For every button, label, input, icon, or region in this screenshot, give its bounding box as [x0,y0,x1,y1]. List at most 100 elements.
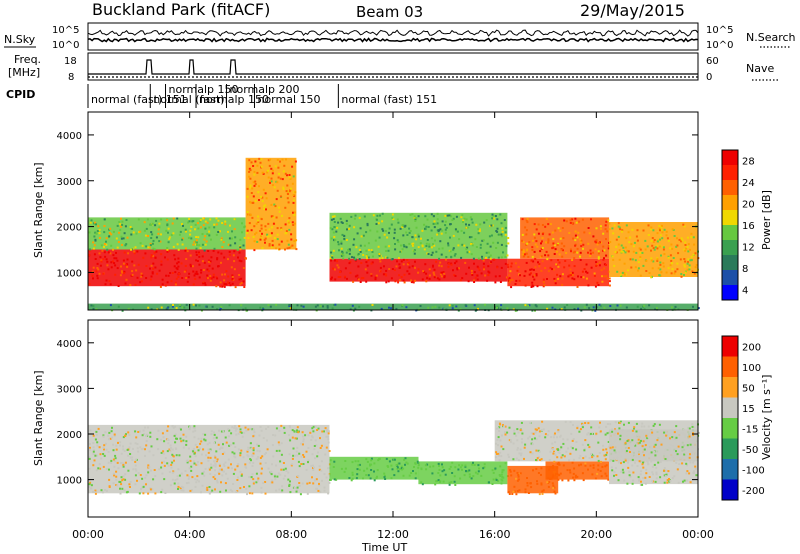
echo-cell [238,259,241,262]
echo-cell [353,256,355,259]
echo-cell [258,185,260,188]
echo-cell [123,463,126,466]
echo-cell [163,440,166,443]
echo-cell [201,233,204,236]
echo-cell [613,474,615,477]
power-colorbar-label: Power [dB] [760,190,773,250]
echo-cell [569,219,572,222]
echo-cell [150,237,153,239]
echo-cell [192,243,195,246]
echo-cell [274,434,277,437]
echo-cell [240,474,243,477]
x-tick-label: 20:00 [580,528,612,541]
echo-cell [557,227,560,230]
echo-cell [250,161,253,164]
echo-cell [121,479,124,482]
echo-cell [185,303,188,306]
echo-cell [559,237,562,240]
echo-cell [596,263,599,265]
echo-cell [633,435,636,438]
echo-cell [175,267,178,270]
echo-cell [443,469,446,472]
echo-cell [288,453,291,456]
echo-cell [421,278,424,281]
echo-cell [299,493,302,496]
echo-cell [394,280,397,283]
echo-cell [683,479,686,482]
echo-cell [253,431,256,434]
echo-cell [383,233,386,236]
echo-cell [95,469,98,472]
echo-cell [576,475,579,478]
echo-cell [194,429,197,432]
echo-cell [473,281,476,283]
echo-cell [236,465,239,468]
echo-cell [121,220,124,223]
echo-cell [112,230,115,233]
echo-cell [118,231,121,234]
echo-cell [168,448,171,451]
echo-cell [680,237,683,240]
echo-cell [189,459,192,462]
echo-cell [530,272,532,275]
echo-cell [465,272,468,275]
echo-cell [300,463,303,465]
echo-cell [276,227,279,230]
echo-cell [310,435,313,438]
echo-cell [125,264,127,267]
echo-cell [655,477,658,480]
echo-cell [180,262,183,265]
echo-cell [108,235,111,238]
echo-cell [253,225,256,228]
echo-cell [650,259,653,262]
echo-cell [99,453,102,456]
echo-cell [639,483,642,486]
echo-cell [602,258,605,261]
echo-cell [552,484,555,487]
echo-cell [688,459,691,462]
echo-cell [177,248,180,251]
echo-cell [640,480,642,483]
echo-cell [360,235,363,238]
echo-cell [444,473,447,476]
echo-cell [263,238,266,241]
echo-cell [562,442,565,445]
echo-cell [683,264,686,266]
echo-cell [204,282,206,285]
echo-cell [426,252,429,255]
echo-cell [436,277,439,280]
echo-cell [252,449,255,452]
echo-cell [208,441,211,444]
echo-cell [296,454,299,457]
echo-cell [134,464,137,467]
echo-cell [569,471,572,474]
echo-cell [130,233,133,236]
echo-cell [674,305,677,308]
echo-cell [154,475,157,477]
echo-cell [489,254,492,257]
echo-cell [306,492,309,495]
echo-cell [600,475,603,478]
echo-cell [583,306,586,309]
echo-cell [474,471,477,474]
echo-cell [683,265,686,268]
echo-cell [244,307,247,310]
echo-cell [130,227,132,230]
echo-cell [498,233,501,236]
echo-cell [92,453,95,455]
echo-cell [255,222,258,225]
echo-cell [125,243,128,246]
echo-cell [310,464,313,467]
echo-cell [508,493,511,495]
echo-cell [470,269,473,272]
echo-cell [601,280,604,283]
echo-cell [297,431,300,434]
echo-cell [121,487,124,490]
echo-cell [390,307,392,310]
echo-cell [119,481,122,483]
echo-cell [207,456,210,459]
echo-cell [260,472,263,475]
nave-tick-low: 0 [706,72,712,83]
echo-cell [658,423,661,426]
echo-cell [532,260,535,263]
